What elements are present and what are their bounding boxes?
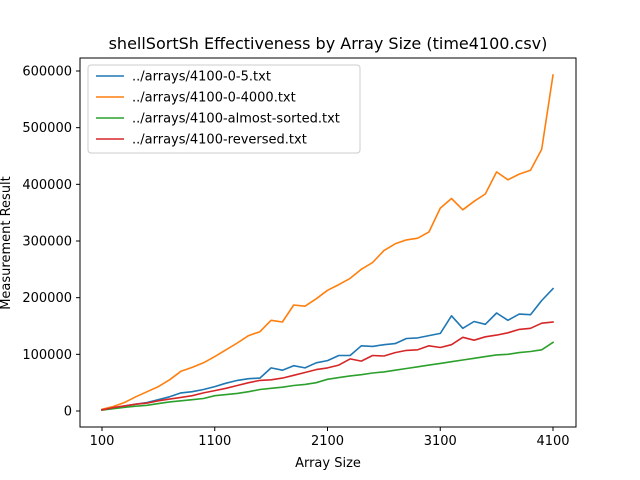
x-tick-label: 2100: [311, 434, 344, 449]
series-line-4: [101, 321, 554, 411]
legend: ../arrays/4100-0-5.txt ../arrays/4100-0-4…: [87, 64, 361, 154]
series-line-3: [101, 341, 555, 411]
legend-label: ../arrays/4100-almost-sorted.txt: [132, 112, 340, 127]
y-tick-label: 100000: [22, 348, 72, 363]
y-tick-label: 200000: [22, 291, 72, 306]
legend-label: ../arrays/4100-0-5.txt: [132, 70, 271, 85]
y-axis: 0 100000 200000 300000 400000 500000 600000: [22, 65, 80, 420]
series-line-2: [101, 74, 554, 411]
x-tick-label: 1100: [198, 434, 231, 449]
x-axis-label: Array Size: [295, 456, 361, 471]
series-line-1: [101, 287, 555, 411]
series-layer: [101, 74, 555, 411]
legend-label: ../arrays/4100-0-4000.txt: [132, 91, 296, 106]
y-tick-label: 0: [64, 405, 72, 420]
y-axis-label: Measurement Result: [0, 176, 14, 310]
y-tick-label: 400000: [22, 178, 72, 193]
x-tick-label: 3100: [424, 434, 457, 449]
legend-label: ../arrays/4100-reversed.txt: [132, 133, 307, 148]
x-tick-label: 100: [90, 434, 115, 449]
chart-title: shellSortSh Effectiveness by Array Size …: [109, 34, 548, 53]
y-tick-label: 600000: [22, 65, 72, 80]
y-tick-label: 500000: [22, 121, 72, 136]
y-tick-label: 300000: [22, 235, 72, 250]
x-axis: 100 1100 2100 3100 4100: [90, 427, 570, 449]
legend-box: [87, 64, 361, 154]
x-tick-label: 4100: [536, 434, 569, 449]
